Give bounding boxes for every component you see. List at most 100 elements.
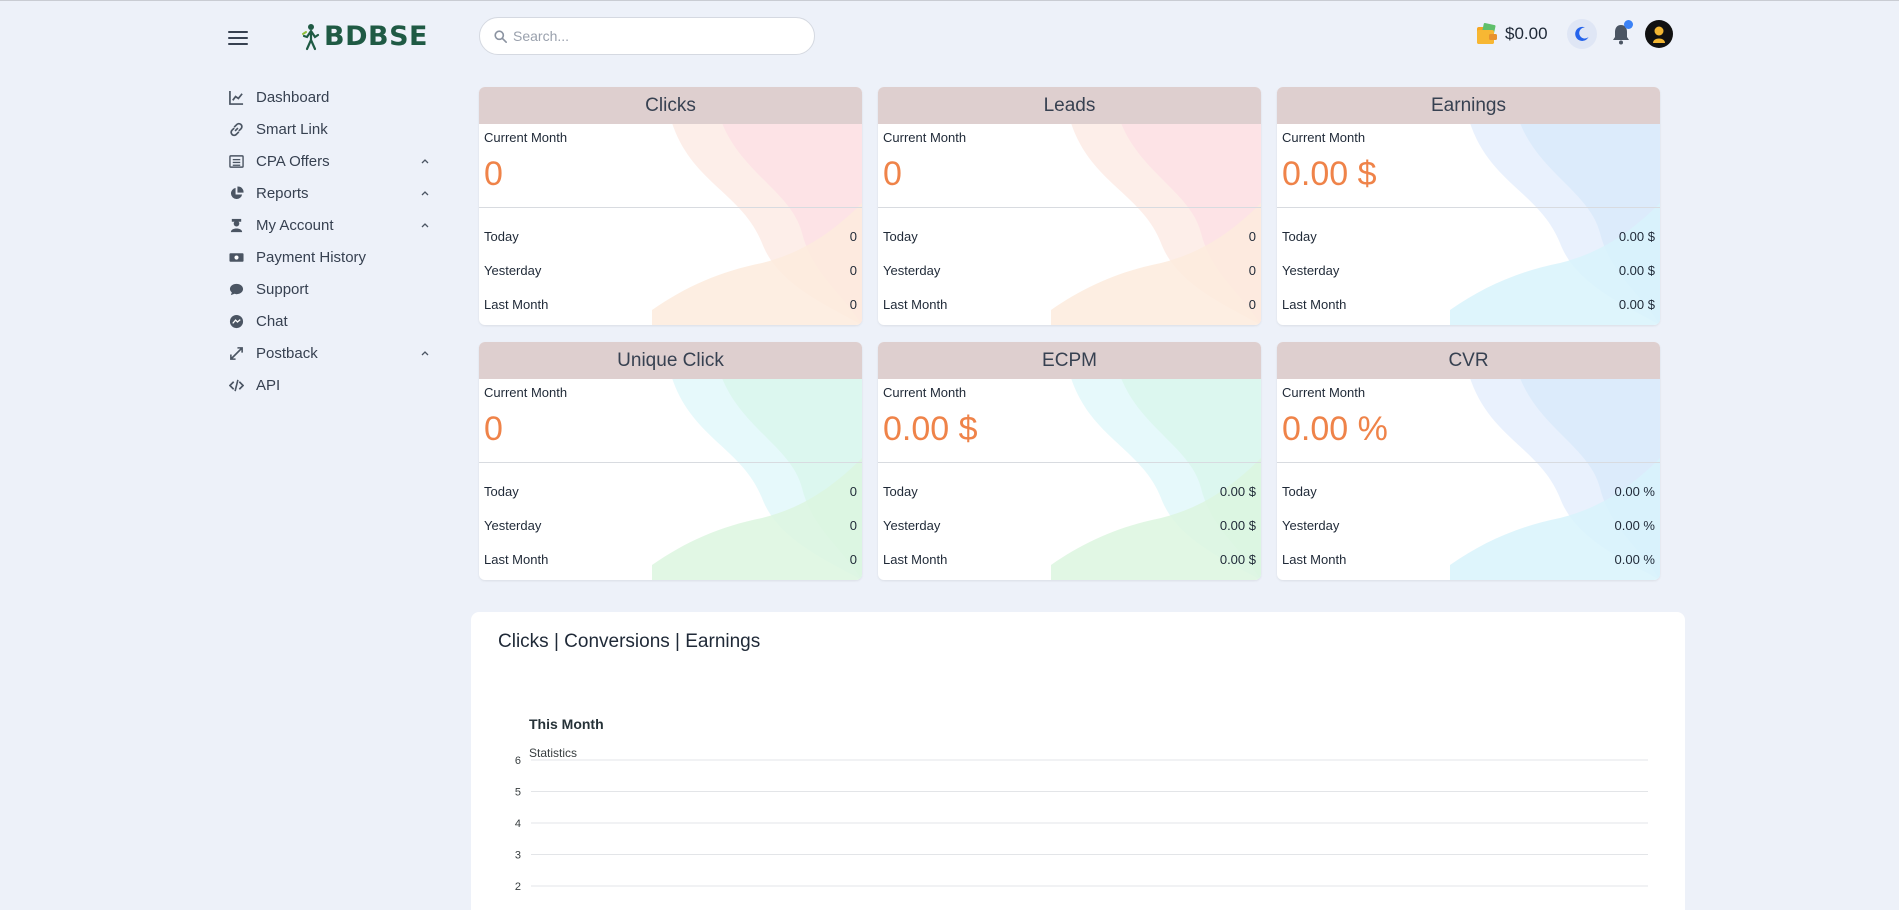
- expand-arrows-icon: [229, 346, 243, 360]
- sidebar-item-label: Payment History: [256, 248, 367, 266]
- user-avatar-icon: [1652, 26, 1665, 43]
- messenger-icon: [229, 314, 243, 328]
- divider: [1277, 462, 1660, 463]
- y-tick-label: 3: [515, 850, 521, 862]
- sidebar-item-label: Chat: [256, 312, 288, 330]
- stat-value: 0.00 %: [1614, 518, 1655, 533]
- stat-label: Last Month: [484, 552, 549, 567]
- sidebar-item-label: API: [256, 376, 281, 394]
- stat-label: Yesterday: [883, 518, 941, 533]
- stat-label: Today: [883, 484, 918, 499]
- search-box[interactable]: [479, 17, 815, 55]
- pie-chart-icon: [230, 185, 244, 199]
- user-tie-icon: [230, 218, 242, 232]
- sidebar-item-label: CPA Offers: [256, 152, 330, 170]
- sidebar-item-api[interactable]: API: [228, 369, 430, 401]
- sidebar-item-my-account[interactable]: My Account: [228, 209, 430, 241]
- stat-value: 0: [849, 484, 857, 499]
- chevron-up-icon[interactable]: [420, 156, 430, 166]
- stat-label: Yesterday: [1282, 518, 1340, 533]
- card-title: Clicks: [479, 87, 862, 124]
- panel-title: Clicks | Conversions | Earnings: [498, 631, 761, 652]
- card-decoration: [1051, 378, 1261, 580]
- sidebar-item-label: Reports: [256, 184, 309, 202]
- sidebar-item-support[interactable]: Support: [228, 273, 430, 305]
- code-icon: [228, 379, 244, 391]
- card-decoration: [1450, 123, 1660, 325]
- stat-row-last-month: Last Month 0.00 %: [1282, 552, 1655, 567]
- stat-value: 0: [849, 518, 857, 533]
- menu-toggle-icon[interactable]: [228, 31, 248, 45]
- current-month-label: Current Month: [1282, 385, 1366, 400]
- comment-icon: [229, 283, 243, 295]
- stat-row-today: Today 0: [484, 484, 857, 499]
- stat-row-yesterday: Yesterday 0.00 %: [1282, 518, 1655, 533]
- sidebar-item-postback[interactable]: Postback: [228, 337, 430, 369]
- current-month-value: 0.00 $: [883, 410, 978, 448]
- stat-label: Last Month: [484, 297, 549, 312]
- chart-line-icon: [228, 90, 243, 105]
- y-tick-label: 5: [515, 787, 521, 799]
- sidebar-item-dashboard[interactable]: Dashboard: [228, 81, 430, 113]
- wallet-balance[interactable]: $0.00: [1475, 22, 1548, 46]
- sidebar-item-cpa-offers[interactable]: CPA Offers: [228, 145, 430, 177]
- stat-row-last-month: Last Month 0: [484, 552, 857, 567]
- stat-row-last-month: Last Month 0.00 $: [883, 552, 1256, 567]
- card-title: Leads: [878, 87, 1261, 124]
- sidebar: Dashboard Smart Link CPA Offers Reports …: [228, 81, 430, 401]
- stat-value: 0.00 $: [1219, 518, 1256, 533]
- stat-value: 0: [849, 297, 857, 312]
- current-month-value: 0: [883, 155, 902, 193]
- current-month-label: Current Month: [883, 130, 967, 145]
- stat-row-today: Today 0.00 %: [1282, 484, 1655, 499]
- chart-title: This Month: [529, 716, 604, 732]
- notification-dot: [1623, 20, 1633, 29]
- moon-icon: [1574, 26, 1589, 41]
- divider: [1277, 207, 1660, 208]
- divider: [479, 462, 862, 463]
- card-title: Earnings: [1277, 87, 1660, 124]
- sidebar-item-label: Dashboard: [256, 88, 330, 106]
- stat-row-last-month: Last Month 0: [883, 297, 1256, 312]
- y-tick-label: 4: [515, 818, 521, 830]
- sidebar-item-smart-link[interactable]: Smart Link: [228, 113, 430, 145]
- stat-value: 0.00 $: [1618, 297, 1655, 312]
- stat-label: Yesterday: [1282, 263, 1340, 278]
- sidebar-item-label: My Account: [256, 216, 334, 234]
- card-title: ECPM: [878, 342, 1261, 379]
- logo[interactable]: BDBSE: [300, 21, 428, 52]
- statistics-panel: Clicks | Conversions | Earnings This Mon…: [471, 612, 1685, 910]
- bell-icon: [1612, 25, 1629, 45]
- chevron-up-icon[interactable]: [420, 188, 430, 198]
- dark-mode-toggle[interactable]: [1566, 19, 1597, 49]
- current-month-value: 0: [484, 155, 503, 193]
- search-input[interactable]: [513, 28, 793, 44]
- sidebar-item-chat[interactable]: Chat: [228, 305, 430, 337]
- stat-label: Last Month: [883, 552, 948, 567]
- stat-value: 0: [1248, 229, 1256, 244]
- stat-label: Today: [883, 229, 918, 244]
- stat-row-today: Today 0: [484, 229, 857, 244]
- stat-row-today: Today 0: [883, 229, 1256, 244]
- stat-value: 0: [849, 263, 857, 278]
- card-decoration: [1051, 123, 1261, 325]
- chevron-up-icon[interactable]: [420, 220, 430, 230]
- stat-row-today: Today 0.00 $: [1282, 229, 1655, 244]
- sidebar-item-label: Postback: [256, 344, 318, 362]
- stat-label: Last Month: [1282, 552, 1347, 567]
- stat-value: 0.00 $: [1219, 552, 1256, 567]
- card-earnings: Earnings Current Month 0.00 $ Today 0.00 …: [1277, 87, 1660, 325]
- chevron-up-icon[interactable]: [420, 348, 430, 358]
- stat-label: Today: [484, 484, 519, 499]
- sidebar-item-label: Support: [256, 280, 309, 298]
- sidebar-item-payment-history[interactable]: Payment History: [228, 241, 430, 273]
- statistics-chart: This Month Statistics 6 5 4 3 2: [515, 716, 1648, 893]
- sidebar-item-reports[interactable]: Reports: [228, 177, 430, 209]
- divider: [878, 462, 1261, 463]
- wallet-icon: [1477, 23, 1497, 44]
- list-icon: [228, 154, 244, 168]
- avatar[interactable]: [1644, 20, 1673, 48]
- notifications-button[interactable]: [1609, 20, 1633, 46]
- stat-row-yesterday: Yesterday 0.00 $: [1282, 263, 1655, 278]
- stat-value: 0: [1248, 297, 1256, 312]
